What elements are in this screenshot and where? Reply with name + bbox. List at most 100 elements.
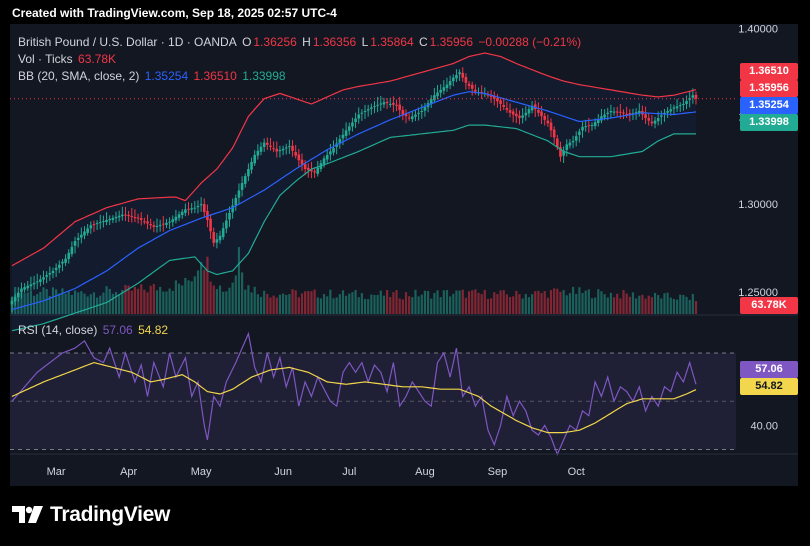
volume-bar [691,293,694,314]
volume-bar [92,292,96,314]
volume-bar [445,290,449,314]
candle-body [650,121,654,124]
candle-body [480,91,483,93]
volume-bar [458,290,461,314]
volume-bar [675,299,679,314]
volume-bar [203,269,206,314]
volume-bar [83,293,86,314]
legend-volume-label[interactable]: Vol · Ticks [18,52,73,66]
volume-bar [508,297,512,314]
candle-body [584,126,587,128]
candle-body [155,225,159,227]
chart-canvas[interactable]: 1.400001.350001.300001.2500060.0040.00Ma… [10,24,798,486]
time-axis-label: Oct [568,466,585,478]
time-axis-label: Jul [342,466,356,478]
candle-body [225,220,228,229]
volume-bar [401,299,404,314]
candle-body [593,122,597,127]
volume-bar [461,289,464,314]
candle-body [521,115,524,118]
legend-rsi-value: 57.06 [102,323,133,337]
volume-bar [559,291,562,314]
candle-body [184,209,187,213]
volume-bar [29,290,33,314]
candle-body [300,159,304,165]
price-box-bb-lower: 1.33998 [740,114,798,131]
legend-volume: Vol · Ticks 63.78K [18,52,118,66]
volume-bar [666,292,669,314]
candle-body [20,288,23,292]
volume-bar [196,270,200,314]
candle-body [411,116,414,120]
legend-rsi-label[interactable]: RSI (14, close) [18,323,98,337]
legend-bb-lower: 1.33998 [242,69,286,83]
candle-body [10,300,14,305]
candle-body [218,235,222,241]
volume-bar [571,286,575,314]
volume-bar [679,294,682,314]
volume-bar [568,293,572,314]
candle-body [64,258,67,263]
legend-symbol[interactable]: British Pound / U.S. Dollar · 1D · OANDA [18,35,237,49]
candle-body [568,142,572,146]
candle-body [660,115,663,117]
candle-body [127,215,130,217]
candle-body [228,212,231,220]
volume-bar [20,291,23,314]
volume-bar [502,290,505,314]
candle-body [272,148,275,150]
volume-bar [212,285,215,314]
legend-ohlc: British Pound / U.S. Dollar · 1D · OANDA… [18,35,583,49]
candle-body [675,106,679,109]
volume-bar [597,289,600,314]
volume-bar [168,288,171,314]
volume-bar [404,292,408,314]
volume-bar [215,289,218,314]
candle-body [35,281,39,283]
legend-rsi-ma: 54.82 [138,323,169,337]
volume-bar [499,290,502,314]
candle-body [398,104,402,111]
legend-bb: BB (20, SMA, close, 2) 1.35254 1.36510 1… [18,69,288,83]
volume-bar [152,283,155,314]
candle-body [401,109,405,115]
volume-bar [329,289,332,314]
tradingview-logo[interactable]: TradingView [12,503,170,527]
candle-body [552,129,556,138]
candle-body [344,130,348,136]
legend-low: 1.35864 [370,35,414,49]
volume-bar [61,288,64,314]
candle-body [259,146,263,152]
volume-bar [635,298,638,314]
candle-body [124,214,127,216]
volume-bar [483,289,486,314]
volume-bar [395,290,398,314]
volume-bar [553,288,556,314]
candle-body [139,218,143,220]
volume-bar [644,298,647,314]
volume-bar [612,297,616,314]
candle-body [212,232,216,243]
candle-body [92,224,96,226]
chart-panel[interactable] [10,24,798,486]
candle-body [395,104,398,106]
volume-bar [263,290,266,314]
candle-body [464,76,468,83]
volume-bar [590,298,594,314]
volume-bar [480,294,483,314]
volume-bar [474,289,477,314]
candle-body [149,224,152,226]
candle-body [685,101,688,105]
volume-bar [433,292,436,314]
candle-body [161,223,165,225]
volume-bar [155,290,159,314]
legend-bb-label[interactable]: BB (20, SMA, close, 2) [18,69,140,83]
volume-bar [105,286,108,314]
candle-body [51,270,55,274]
candle-body [644,114,647,119]
volume-bar [231,282,234,314]
volume-bar [266,293,269,314]
legend-change: −0.00288 (−0.21%) [478,35,582,49]
tradingview-logo-icon [12,506,43,523]
candle-body [354,118,357,122]
